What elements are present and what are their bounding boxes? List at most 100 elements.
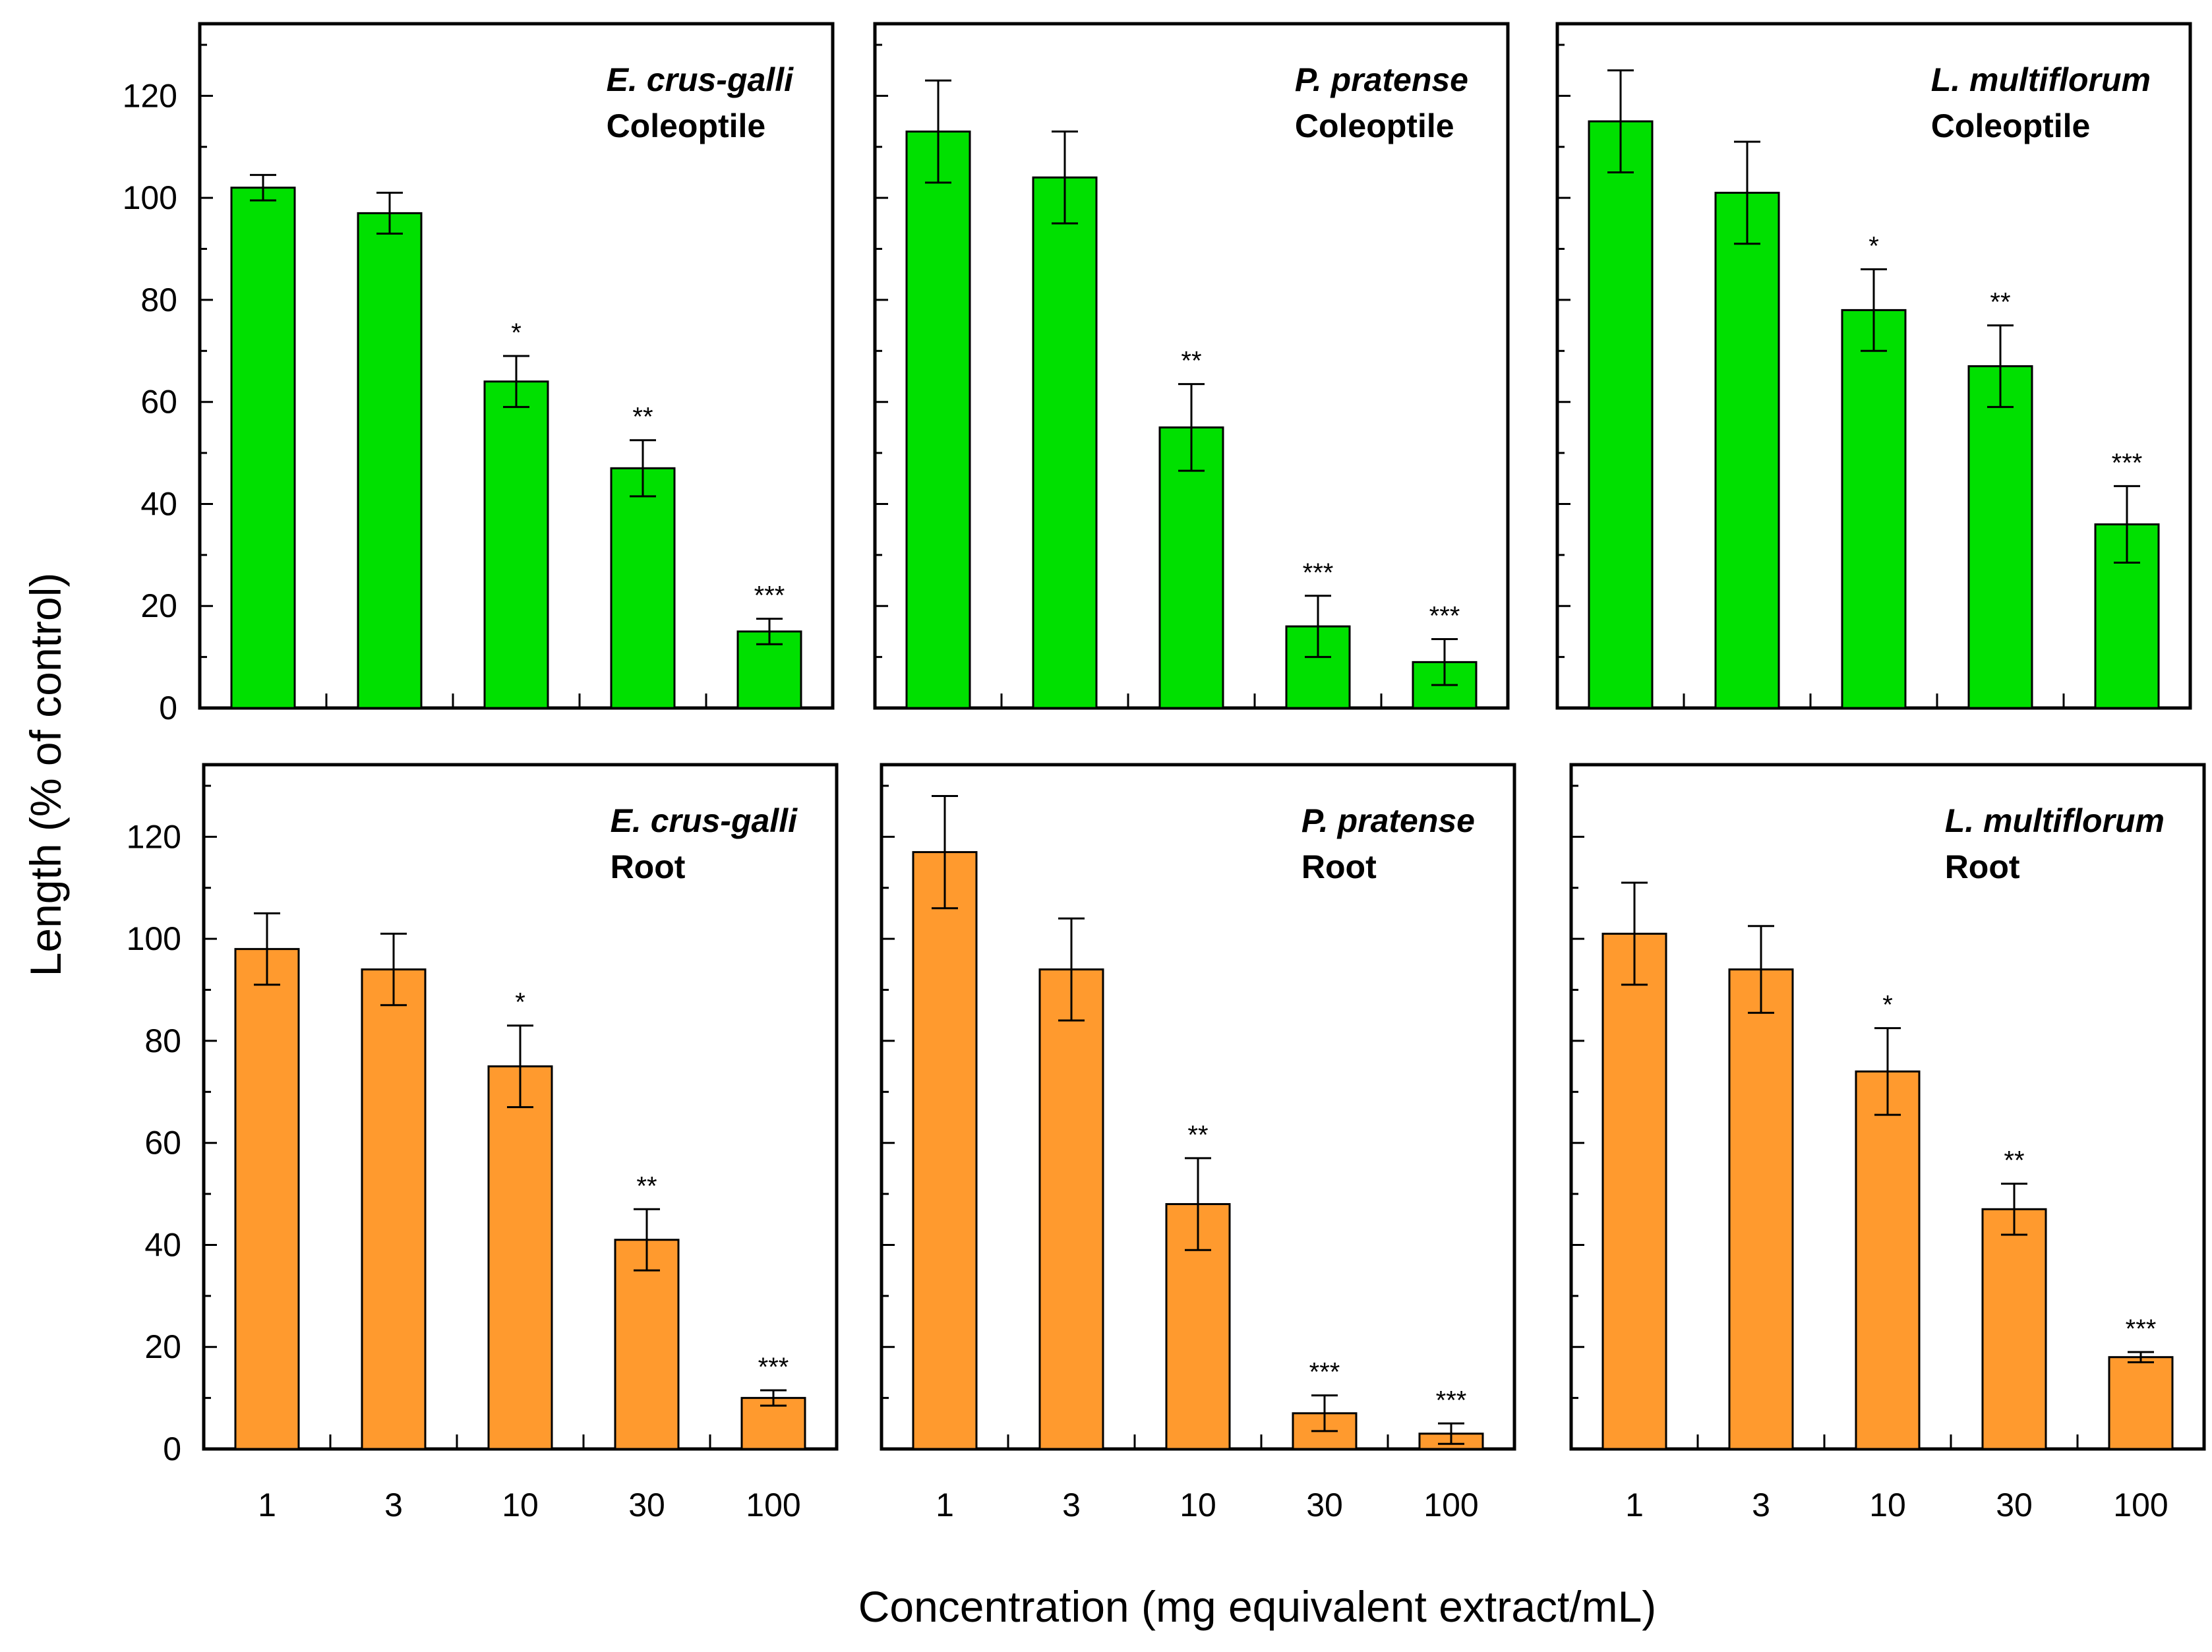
bar (361, 968, 427, 1450)
x-tick-label: 10 (1869, 1487, 1906, 1523)
error-bar (760, 1389, 787, 1407)
bar (234, 948, 300, 1450)
error-bar (1607, 69, 1634, 173)
bar (610, 467, 676, 709)
significance-label: *** (2126, 1314, 2157, 1343)
significance-label: ** (1187, 1121, 1208, 1150)
y-tick-label: 120 (123, 77, 177, 114)
error-bar (756, 618, 783, 645)
error-bar (250, 173, 276, 202)
error-bar (1874, 1027, 1901, 1116)
x-tick-label: 10 (502, 1487, 539, 1523)
panel-title-species: P. pratense (1301, 802, 1475, 839)
significance-label: ** (1990, 288, 2010, 317)
y-tick-label: 60 (140, 384, 177, 421)
significance-label: * (1868, 231, 1879, 260)
error-bar (1861, 268, 1887, 352)
significance-label: *** (1303, 558, 1334, 587)
bar (487, 1065, 553, 1450)
error-bar (1185, 1157, 1211, 1251)
x-tick-label: 1 (1625, 1487, 1644, 1523)
error-bar (1305, 595, 1331, 659)
significance-label: * (511, 318, 522, 347)
y-axis-title: Length (% of control) (21, 573, 70, 977)
panel-title-organ: Coleoptile (607, 107, 766, 144)
bar (1038, 968, 1104, 1450)
error-bar (380, 932, 407, 1007)
bar (2108, 1356, 2174, 1450)
y-tick-label: 40 (140, 485, 177, 522)
bar (1728, 968, 1794, 1450)
panel-title-organ: Coleoptile (1931, 107, 2091, 144)
panel-title-organ: Root (611, 848, 686, 885)
bar (483, 380, 549, 709)
error-bar (254, 912, 280, 986)
bar (905, 131, 971, 709)
error-bar (1052, 131, 1078, 225)
significance-label: ** (636, 1171, 657, 1200)
error-bar (630, 439, 656, 498)
bar (1032, 176, 1098, 709)
error-bar (507, 1024, 533, 1109)
panel-title-species: L. multiflorum (1945, 802, 2165, 839)
bar (1158, 426, 1224, 709)
significance-label: * (515, 988, 525, 1017)
significance-label: *** (1436, 1386, 1467, 1415)
y-tick-label: 60 (144, 1125, 181, 1162)
error-bar (1431, 638, 1458, 686)
x-tick-label: 100 (746, 1487, 800, 1523)
bar (614, 1239, 680, 1450)
significance-label: ** (632, 403, 653, 432)
error-bar (925, 79, 951, 184)
error-bar (1734, 140, 1760, 245)
significance-label: *** (754, 581, 785, 610)
x-tick-label: 30 (1996, 1487, 2033, 1523)
error-bar (932, 794, 958, 910)
x-tick-label: 100 (1423, 1487, 1478, 1523)
x-tick-label: 3 (1752, 1487, 1770, 1523)
panel-title-organ: Root (1301, 848, 1377, 885)
bar (357, 212, 423, 709)
error-bar (2128, 1351, 2154, 1363)
x-tick-label: 1 (936, 1487, 954, 1523)
panel-title-species: L. multiflorum (1931, 61, 2151, 98)
bar (1841, 309, 1907, 709)
error-bar (1058, 917, 1085, 1022)
panel-lm-root: 1 3 * 10 ** 30 *** 100 L. multiflorum Root (1569, 763, 2206, 1523)
y-tick-label: 80 (144, 1022, 181, 1059)
error-bar (1178, 383, 1205, 472)
error-bar (2114, 485, 2140, 564)
x-tick-label: 10 (1180, 1487, 1216, 1523)
error-bar (2001, 1183, 2027, 1236)
panel-title-organ: Coleoptile (1295, 107, 1454, 144)
significance-label: *** (1309, 1358, 1340, 1387)
bar (1967, 365, 2033, 709)
x-tick-label: 30 (628, 1487, 665, 1523)
bar (1588, 120, 1654, 709)
error-bar (1311, 1394, 1338, 1432)
significance-label: *** (2112, 448, 2143, 477)
bar (912, 851, 978, 1450)
y-tick-label: 100 (127, 920, 181, 957)
x-tick-label: 30 (1306, 1487, 1343, 1523)
significance-label: *** (758, 1353, 789, 1382)
error-bar (376, 191, 403, 235)
y-tick-label: 0 (159, 690, 177, 726)
bar (1855, 1070, 1921, 1450)
significance-label: *** (1429, 602, 1460, 631)
x-tick-label: 1 (258, 1487, 276, 1523)
significance-label: ** (1181, 347, 1201, 376)
y-tick-label: 20 (144, 1328, 181, 1365)
y-tick-label: 100 (123, 179, 177, 216)
significance-label: ** (2004, 1146, 2024, 1175)
error-bar (503, 355, 529, 408)
panel-title-species: P. pratense (1295, 61, 1468, 98)
error-bar (1621, 881, 1648, 986)
error-bar (1438, 1422, 1464, 1445)
bar (1981, 1208, 2047, 1450)
x-tick-label: 3 (384, 1487, 403, 1523)
